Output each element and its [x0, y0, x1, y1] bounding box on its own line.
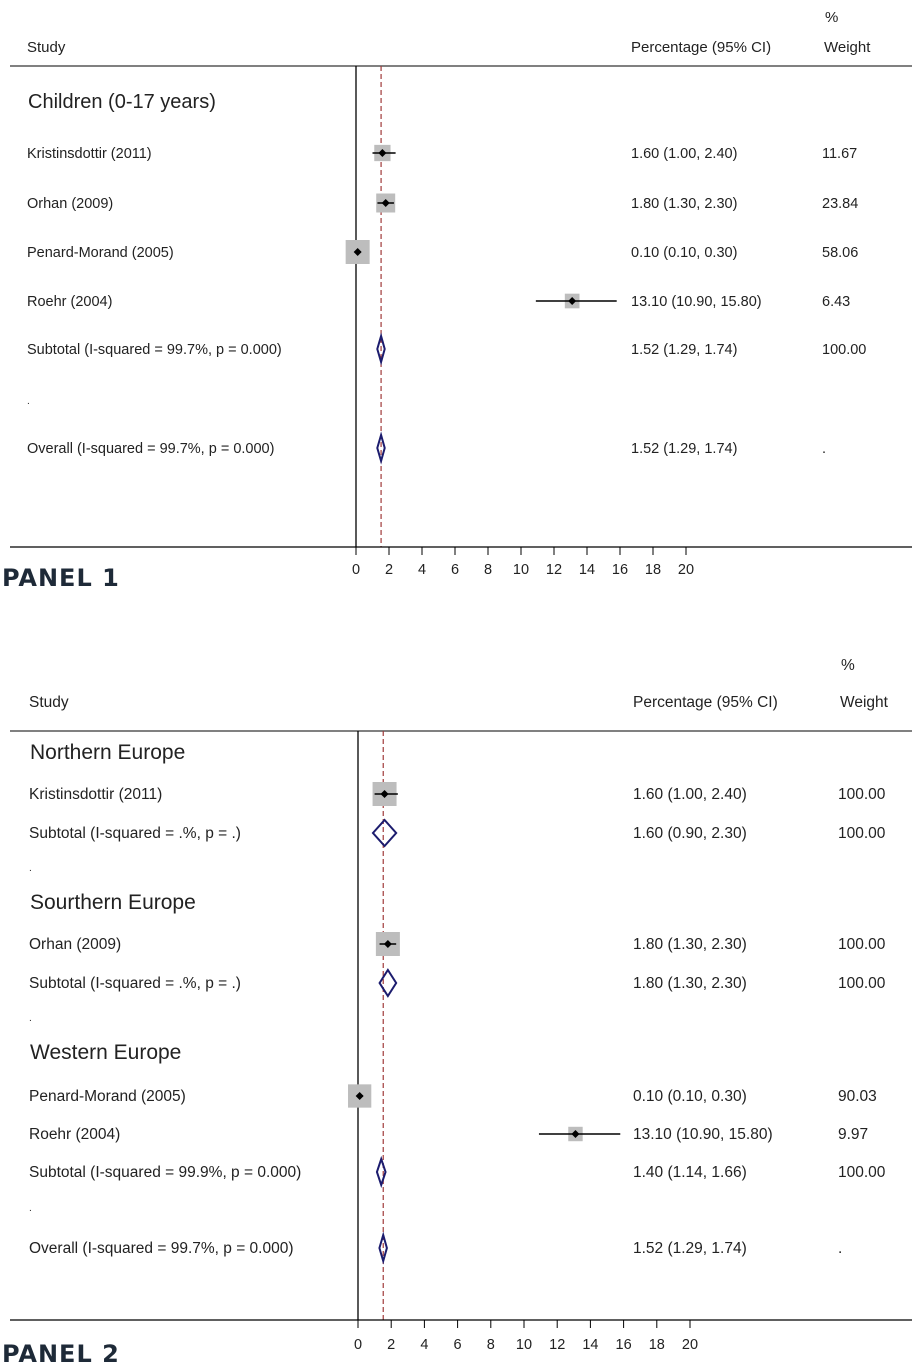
- ci-value: 1.40 (1.14, 1.66): [633, 1164, 747, 1181]
- point-estimate: [378, 149, 387, 157]
- x-tick-label: 6: [451, 562, 459, 578]
- x-tick-label: 20: [682, 1337, 698, 1353]
- weight-value: 90.03: [838, 1088, 877, 1105]
- subtotal-label: Subtotal (I-squared = 99.7%, p = 0.000): [27, 342, 282, 358]
- study-label: Kristinsdottir (2011): [29, 786, 162, 803]
- panel-label: PANEL 2: [2, 1340, 120, 1364]
- study-label: Orhan (2009): [27, 196, 113, 212]
- point-estimate: [355, 1092, 364, 1100]
- weight-value: 6.43: [822, 294, 850, 310]
- weight-value: 11.67: [822, 146, 857, 162]
- ci-value: 1.60 (0.90, 2.30): [633, 825, 747, 842]
- x-tick-label: 10: [513, 562, 529, 578]
- x-tick-label: 6: [454, 1337, 462, 1353]
- ci-value: 1.52 (1.29, 1.74): [633, 1240, 747, 1257]
- point-estimate: [353, 248, 362, 256]
- overall-diamond: [378, 1231, 388, 1265]
- subtotal-diamond: [375, 1155, 387, 1189]
- spacer-dot: .: [27, 396, 30, 407]
- subtotal-diamond: [378, 968, 398, 998]
- x-tick-label: 12: [546, 562, 562, 578]
- study-header: Study: [27, 39, 66, 56]
- weight-value: 100.00: [822, 342, 866, 358]
- group-label: Northern Europe: [30, 741, 185, 764]
- ci-value: 1.60 (1.00, 2.40): [631, 146, 737, 162]
- weight-value: 100.00: [838, 975, 886, 992]
- group-label: Children (0-17 years): [28, 91, 216, 113]
- x-tick-label: 0: [354, 1337, 362, 1353]
- ci-value: 1.80 (1.30, 2.30): [633, 975, 747, 992]
- study-label: Roehr (2004): [27, 294, 112, 310]
- weight-value: 100.00: [838, 786, 886, 803]
- x-tick-label: 10: [516, 1337, 532, 1353]
- weight-value: .: [838, 1240, 842, 1257]
- ci-value: 1.80 (1.30, 2.30): [633, 936, 747, 953]
- subtotal-label: Subtotal (I-squared = .%, p = .): [29, 975, 241, 992]
- spacer-dot: .: [29, 1013, 32, 1024]
- x-tick-label: 16: [616, 1337, 632, 1353]
- weight-value: 23.84: [822, 196, 858, 212]
- study-label: Orhan (2009): [29, 936, 121, 953]
- x-tick-label: 14: [579, 562, 595, 578]
- x-tick-label: 2: [387, 1337, 395, 1353]
- weight-value: 58.06: [822, 245, 858, 261]
- x-tick-label: 0: [352, 562, 360, 578]
- overall-diamond: [376, 431, 386, 465]
- x-tick-label: 8: [487, 1337, 495, 1353]
- study-label: Penard-Morand (2005): [27, 245, 174, 261]
- point-estimate: [383, 940, 392, 948]
- point-estimate: [380, 790, 389, 798]
- overall-label: Overall (I-squared = 99.7%, p = 0.000): [27, 441, 274, 457]
- spacer-dot: .: [29, 1203, 32, 1214]
- point-estimate: [381, 199, 390, 207]
- subtotal-label: Subtotal (I-squared = .%, p = .): [29, 825, 241, 842]
- ci-value: 0.10 (0.10, 0.30): [633, 1088, 747, 1105]
- weight-value: 100.00: [838, 825, 886, 842]
- ci-value: 1.80 (1.30, 2.30): [631, 196, 737, 212]
- group-label: Sourthern Europe: [30, 891, 196, 914]
- ci-value: 13.10 (10.90, 15.80): [633, 1126, 773, 1143]
- ci-value: 1.52 (1.29, 1.74): [631, 342, 737, 358]
- weight-value: 100.00: [838, 936, 886, 953]
- subtotal-label: Subtotal (I-squared = 99.9%, p = 0.000): [29, 1164, 301, 1181]
- subtotal-diamond: [371, 818, 398, 848]
- subtotal-diamond: [376, 332, 386, 366]
- x-tick-label: 16: [612, 562, 628, 578]
- ci-value: 1.52 (1.29, 1.74): [631, 441, 737, 457]
- weight-value: 100.00: [838, 1164, 886, 1181]
- point-estimate: [571, 1130, 580, 1138]
- weight-value: 9.97: [838, 1126, 868, 1143]
- study-header: Study: [29, 694, 69, 711]
- weight-header: Weight: [824, 39, 871, 56]
- x-tick-label: 2: [385, 562, 393, 578]
- weight-header-percent: %: [841, 657, 855, 674]
- x-tick-label: 4: [418, 562, 426, 578]
- x-tick-label: 18: [649, 1337, 665, 1353]
- x-tick-label: 14: [582, 1337, 598, 1353]
- weight-header: Weight: [840, 694, 889, 711]
- panel-label: PANEL 1: [2, 564, 120, 592]
- spacer-dot: .: [29, 863, 32, 874]
- x-tick-label: 20: [678, 562, 694, 578]
- point-estimate: [568, 297, 577, 305]
- x-tick-label: 4: [420, 1337, 428, 1353]
- study-label: Penard-Morand (2005): [29, 1088, 186, 1105]
- overall-label: Overall (I-squared = 99.7%, p = 0.000): [29, 1240, 294, 1257]
- study-label: Kristinsdottir (2011): [27, 146, 152, 162]
- weight-value: .: [822, 441, 826, 457]
- x-tick-label: 12: [549, 1337, 565, 1353]
- ci-value: 13.10 (10.90, 15.80): [631, 294, 762, 310]
- ci-header: Percentage (95% CI): [633, 694, 778, 711]
- x-tick-label: 18: [645, 562, 661, 578]
- ci-header: Percentage (95% CI): [631, 39, 771, 56]
- ci-value: 1.60 (1.00, 2.40): [633, 786, 747, 803]
- ci-value: 0.10 (0.10, 0.30): [631, 245, 737, 261]
- x-tick-label: 8: [484, 562, 492, 578]
- weight-header-percent: %: [825, 9, 838, 26]
- study-label: Roehr (2004): [29, 1126, 120, 1143]
- group-label: Western Europe: [30, 1041, 181, 1064]
